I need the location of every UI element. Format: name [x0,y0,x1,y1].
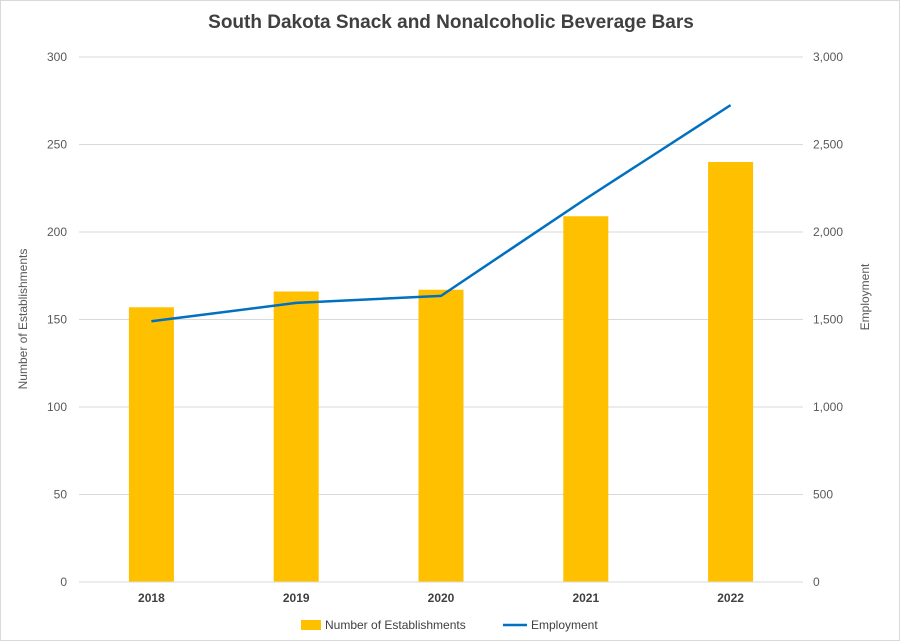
x-tick-2022: 2022 [717,591,744,605]
y-tick-left: 300 [47,50,67,64]
x-tick-2020: 2020 [428,591,455,605]
y-tick-right: 1,500 [813,313,843,327]
legend-label-employment: Employment [531,618,598,632]
bar-2018 [128,307,174,582]
x-tick-2018: 2018 [138,591,165,605]
y-tick-left: 0 [60,575,67,589]
chart-title: South Dakota Snack and Nonalcoholic Beve… [208,12,694,33]
y-tick-right: 2,500 [813,138,843,152]
y-tick-left: 250 [47,138,67,152]
bars [128,162,754,582]
employment-line-layer [151,104,732,323]
y-tick-left: 50 [54,488,68,502]
legend: Number of Establishments Employment [301,618,598,632]
y-tick-left: 150 [47,313,67,327]
x-tick-2021: 2021 [572,591,599,605]
legend-label-establishments: Number of Establishments [325,618,466,632]
bar-2022 [708,162,754,582]
y-tick-left: 100 [47,400,67,414]
axes: 0 0 50 500 100 1,000 150 1,500 200 2,000 250 2,500 3… [47,50,843,605]
bar-2020 [418,289,464,582]
x-tick-2019: 2019 [283,591,310,605]
y-tick-left: 200 [47,225,67,239]
bar-2019 [273,291,319,582]
legend-swatch-establishments [301,620,321,630]
y-tick-right: 3,000 [813,50,843,64]
y-tick-right: 2,000 [813,225,843,239]
y-tick-right: 500 [813,488,833,502]
y-tick-right: 0 [813,575,820,589]
y-axis-label-right: Employment [858,263,872,330]
y-tick-right: 1,000 [813,400,843,414]
bar-2021 [563,216,609,582]
y-axis-label-left: Number of Establishments [16,249,30,390]
employment-line [151,104,732,323]
